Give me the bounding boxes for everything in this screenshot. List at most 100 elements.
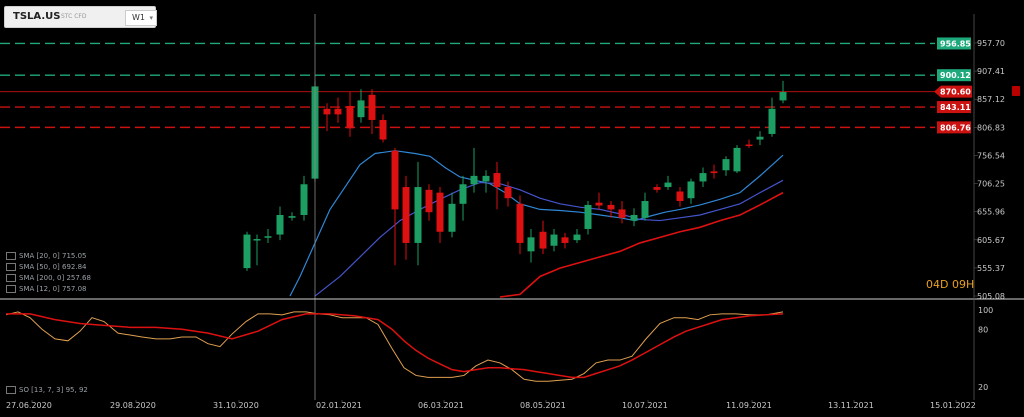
- stoch-d-line: [6, 313, 784, 379]
- price-tags: 956.85 900.12 870.60 843.11 806.76: [934, 37, 972, 134]
- candle[interactable]: [687, 178, 695, 204]
- candle[interactable]: [527, 228, 535, 263]
- candle[interactable]: [584, 201, 592, 235]
- candle[interactable]: [288, 212, 296, 221]
- candle[interactable]: [470, 147, 478, 193]
- candle[interactable]: [618, 201, 626, 224]
- candle[interactable]: [459, 175, 467, 221]
- price-tag-label: 843.11: [940, 103, 971, 112]
- price-tag-label: 956.85: [940, 39, 971, 48]
- indicator-axis-label: 80: [978, 325, 988, 334]
- indicator-icon: [6, 386, 16, 394]
- horizontal-levels[interactable]: [0, 42, 935, 129]
- candle[interactable]: [402, 175, 410, 260]
- date-axis-label: 15.01.2022: [930, 401, 976, 410]
- candle[interactable]: [768, 97, 776, 137]
- timeframe-dropdown[interactable]: W1 ▾: [125, 10, 157, 26]
- price-axis[interactable]: 957.70 907.41 857.12 806.83 756.54 706.25 655.…: [974, 39, 1005, 301]
- price-tag: 806.76: [937, 121, 971, 134]
- candle[interactable]: [243, 231, 251, 271]
- price-tag: 900.12: [937, 69, 971, 82]
- price-tag: 843.11: [937, 101, 971, 114]
- chevron-down-icon: ▾: [149, 14, 153, 22]
- candle[interactable]: [676, 187, 684, 207]
- candlesticks[interactable]: [243, 80, 787, 271]
- candle[interactable]: [539, 220, 547, 255]
- candle[interactable]: [448, 192, 456, 238]
- stoch-k-line: [5, 311, 784, 382]
- candle[interactable]: [357, 89, 365, 123]
- candle[interactable]: [436, 187, 444, 243]
- date-axis-label: 13.11.2021: [828, 401, 874, 410]
- price-tag: 870.60: [934, 85, 972, 98]
- price-tag: 956.85: [937, 37, 971, 50]
- candle[interactable]: [733, 145, 741, 174]
- candle[interactable]: [722, 156, 730, 176]
- indicator-axis-label: 20: [978, 383, 988, 392]
- price-axis-label: 806.83: [977, 123, 1005, 132]
- candle[interactable]: [756, 131, 764, 146]
- candle[interactable]: [346, 92, 354, 137]
- date-axis-label: 02.01.2021: [316, 401, 362, 410]
- legend-sma-12[interactable]: SMA [12, 0] 757.08: [6, 285, 87, 293]
- candle[interactable]: [482, 170, 490, 193]
- candle[interactable]: [414, 161, 422, 266]
- date-axis[interactable]: 27.06.2020 29.08.2020 31.10.2020 02.01.2021…: [6, 400, 976, 410]
- settings-icon[interactable]: [1012, 86, 1020, 96]
- symbol-ticker: TSLA.US: [13, 11, 61, 22]
- candle[interactable]: [699, 167, 707, 188]
- symbol-selector[interactable]: TSLA.US STC CFD W1 ▾: [4, 6, 157, 28]
- candle[interactable]: [504, 181, 512, 207]
- candle-countdown: 04D 09H: [926, 278, 974, 291]
- price-axis-label: 957.70: [977, 39, 1005, 48]
- candle[interactable]: [779, 80, 787, 104]
- candle[interactable]: [300, 175, 308, 221]
- timeframe-label: W1: [132, 13, 145, 22]
- candle[interactable]: [745, 139, 753, 148]
- candle[interactable]: [253, 234, 261, 266]
- candle[interactable]: [493, 161, 501, 210]
- sma-50-line: [314, 179, 784, 297]
- candle[interactable]: [573, 228, 581, 243]
- candle[interactable]: [276, 206, 284, 241]
- symbol-exchange: STC CFD: [61, 13, 87, 20]
- candle[interactable]: [379, 114, 387, 143]
- candle[interactable]: [561, 232, 569, 249]
- indicator-icon: [6, 252, 16, 260]
- date-axis-label: 29.08.2020: [110, 401, 156, 410]
- candle[interactable]: [630, 208, 638, 227]
- indicator-axis: 100 80 20: [978, 306, 993, 392]
- legend-sma-50[interactable]: SMA [50, 0] 692.84: [6, 263, 87, 271]
- indicator-icon: [6, 263, 16, 271]
- date-axis-label: 31.10.2020: [213, 401, 259, 410]
- stochastic-oscillator: [5, 311, 784, 382]
- price-tag-label: 870.60: [940, 88, 971, 97]
- candle[interactable]: [653, 184, 661, 193]
- legend-stochastic[interactable]: SO [13, 7, 3] 95, 92: [6, 386, 88, 394]
- candle[interactable]: [550, 228, 558, 252]
- candle[interactable]: [264, 228, 272, 243]
- candle[interactable]: [710, 164, 718, 179]
- candle[interactable]: [334, 97, 342, 123]
- candle[interactable]: [391, 147, 399, 266]
- countdown-days: 04D: [926, 278, 949, 291]
- price-axis-label: 655.96: [977, 208, 1005, 217]
- legend-sma-200[interactable]: SMA [200, 0] 257.68: [6, 274, 91, 282]
- candle[interactable]: [595, 192, 603, 210]
- price-axis-label: 706.25: [977, 180, 1005, 189]
- candle[interactable]: [368, 89, 376, 134]
- candle[interactable]: [425, 184, 433, 221]
- candle[interactable]: [664, 175, 672, 190]
- sma-200-line: [499, 191, 784, 298]
- price-axis-label: 605.67: [977, 236, 1005, 245]
- candle[interactable]: [323, 103, 331, 132]
- date-axis-label: 08.05.2021: [520, 401, 566, 410]
- price-axis-label: 907.41: [977, 67, 1005, 76]
- date-axis-label: 27.06.2020: [6, 401, 52, 410]
- candle[interactable]: [641, 192, 649, 221]
- candle[interactable]: [607, 201, 615, 218]
- legend-sma-20[interactable]: SMA [20, 0] 715.05: [6, 252, 87, 260]
- price-tag-label: 806.76: [940, 123, 971, 132]
- candle[interactable]: [516, 195, 524, 255]
